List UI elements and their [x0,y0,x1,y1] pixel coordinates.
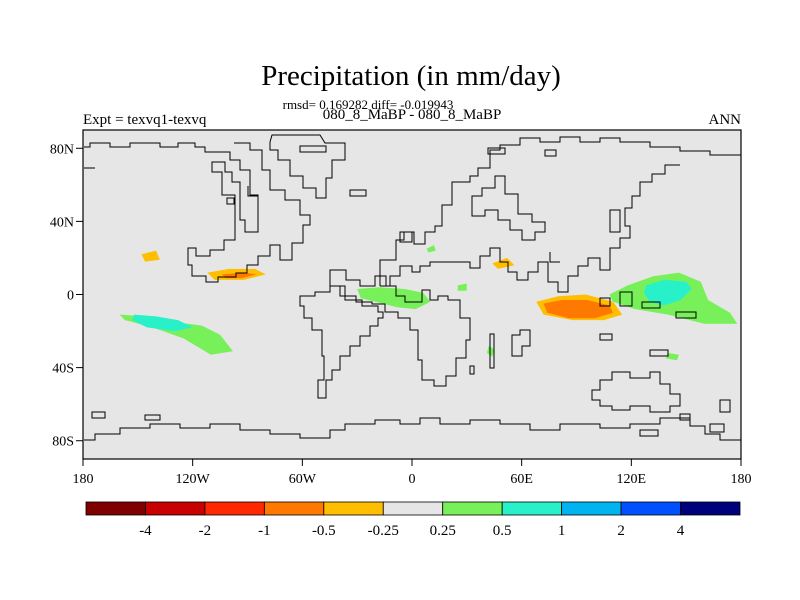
colorbar-label: 0.5 [493,523,512,539]
colorbar-swatch [501,501,563,516]
anomaly-region [638,270,645,277]
anomaly-region [433,257,464,271]
colorbar-label: -2 [199,523,212,539]
colorbar-swatch [382,501,444,516]
x-tick-label: 120W [176,472,211,487]
x-tick-label: 60E [510,472,533,487]
y-tick-label: 40N [50,215,74,230]
colorbar-label: 1 [558,523,566,539]
chart-subtitle: 080_8_MaBP - 080_8_MaBP [323,107,502,123]
y-tick-label: 40S [52,362,74,377]
colorbar-label: -0.5 [312,523,336,539]
x-tick-label: 120E [617,472,647,487]
colorbar-swatch [561,501,622,516]
anomaly-region [543,369,559,377]
anomaly-region [492,257,515,269]
anomaly-region [486,345,495,357]
colorbar-swatch [620,501,681,516]
colorbar-label: 0.25 [430,523,456,539]
x-tick-label: 180 [731,472,752,487]
colorbar-swatch [263,501,325,516]
colorbar-swatch [85,501,146,516]
colorbar-label: -4 [139,523,152,539]
colorbar-label: 2 [617,523,625,539]
axis-ticks: 180 120W 60W 0 60E 120E 180 80N 40N 0 40S 80S [50,142,752,487]
colorbar-swatch [323,501,384,516]
y-tick-label: 80S [52,435,74,450]
colorbar-swatch [442,501,503,516]
anomaly-region [426,245,436,253]
stats-line: rmsd= 0.169282 diff= -0.019943 [283,97,454,112]
colorbar-label: -0.25 [368,523,399,539]
colorbar-swatch [145,501,206,516]
right-label: ANN [709,112,742,128]
anomaly-regions [83,170,741,377]
coastlines [84,134,741,441]
chart-title: Precipitation (in mm/day) [261,60,561,92]
colorbar: -4 -2 -1 -0.5 -0.25 0.25 0.5 1 2 4 [85,501,741,539]
anomaly-region [543,300,614,319]
anomaly-region [83,237,358,288]
x-tick-label: 180 [73,472,94,487]
anomaly-region [141,250,160,262]
colorbar-swatch [204,501,265,516]
x-tick-label: 0 [409,472,416,487]
left-label: Expt = texvq1-texvq [83,112,207,128]
x-tick-label: 60W [289,472,317,487]
colorbar-label: 4 [677,523,685,539]
anomaly-region [457,283,467,291]
colorbar-swatch [680,501,741,516]
anomaly-region [666,353,679,361]
anomaly-region [644,279,692,306]
y-tick-label: 0 [67,289,74,304]
y-tick-label: 80N [50,142,74,157]
anomaly-region [357,287,431,310]
anomaly-region [700,263,741,277]
anomaly-region [132,314,193,332]
anomaly-region [83,170,160,191]
colorbar-label: -1 [258,523,271,539]
